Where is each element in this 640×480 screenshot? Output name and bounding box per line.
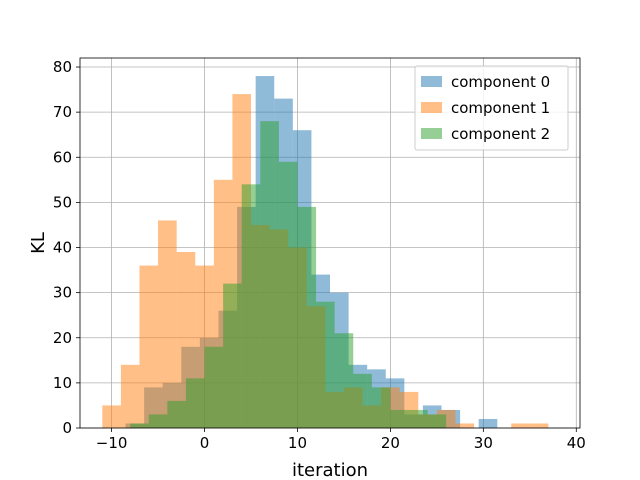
y-tick-label: 0 (62, 419, 72, 437)
plot-frame (79, 57, 581, 429)
histogram-bar (371, 387, 391, 428)
histogram-bar (167, 400, 186, 428)
legend-swatch (421, 102, 442, 113)
histogram-bar (390, 409, 409, 428)
y-tick-label: 30 (53, 284, 72, 302)
y-tick-label: 60 (53, 148, 72, 166)
histogram-bar (139, 265, 159, 428)
histogram-bar (478, 418, 498, 428)
legend-swatch (421, 128, 442, 139)
histogram-bar (158, 220, 177, 428)
histogram-bar (529, 423, 549, 428)
ticks: −10 0 10 20 30 40 0 10 20 30 40 50 60 70 80 (53, 58, 586, 452)
legend-label: component 2 (451, 125, 550, 143)
y-axis-label: KL (28, 232, 49, 254)
y-tick-label: 80 (53, 58, 72, 76)
y-tick-label: 10 (53, 374, 72, 392)
y-tick-label: 40 (53, 239, 72, 257)
bars (102, 76, 549, 429)
histogram-bar (511, 423, 530, 428)
y-tick-label: 50 (53, 193, 72, 211)
legend-box (414, 65, 569, 151)
histogram-bar (353, 373, 372, 428)
x-tick-label: 30 (474, 434, 493, 452)
legend-swatch (421, 76, 442, 87)
legend: component 0 component 1 component 2 (414, 65, 569, 151)
legend-label: component 1 (451, 99, 550, 117)
x-tick-label: −10 (96, 434, 128, 452)
histogram-bar (297, 206, 317, 428)
histogram-bar (316, 301, 335, 428)
histogram-bar (455, 423, 475, 428)
histogram-bar (223, 283, 242, 428)
histogram-bar (241, 184, 261, 428)
histogram-bar (148, 414, 168, 428)
x-tick-label: 40 (567, 434, 586, 452)
histogram-bar (278, 161, 298, 428)
legend-label: component 0 (451, 73, 550, 91)
histogram-bar (130, 423, 149, 428)
histogram-bar (408, 409, 428, 428)
y-tick-label: 20 (53, 329, 72, 347)
histogram-bar (120, 364, 140, 428)
x-axis-label: iteration (292, 460, 368, 480)
x-tick-label: 20 (381, 434, 400, 452)
histogram-bar (427, 414, 447, 428)
histogram-bar (334, 333, 354, 428)
x-tick-label: 10 (288, 434, 307, 452)
histogram-bar (185, 378, 205, 428)
series-2 (130, 121, 447, 429)
x-tick-label: 0 (200, 434, 210, 452)
histogram-bar (260, 121, 279, 429)
histogram-bar (204, 346, 224, 428)
y-tick-label: 70 (53, 103, 72, 121)
histogram-bar (102, 405, 121, 428)
